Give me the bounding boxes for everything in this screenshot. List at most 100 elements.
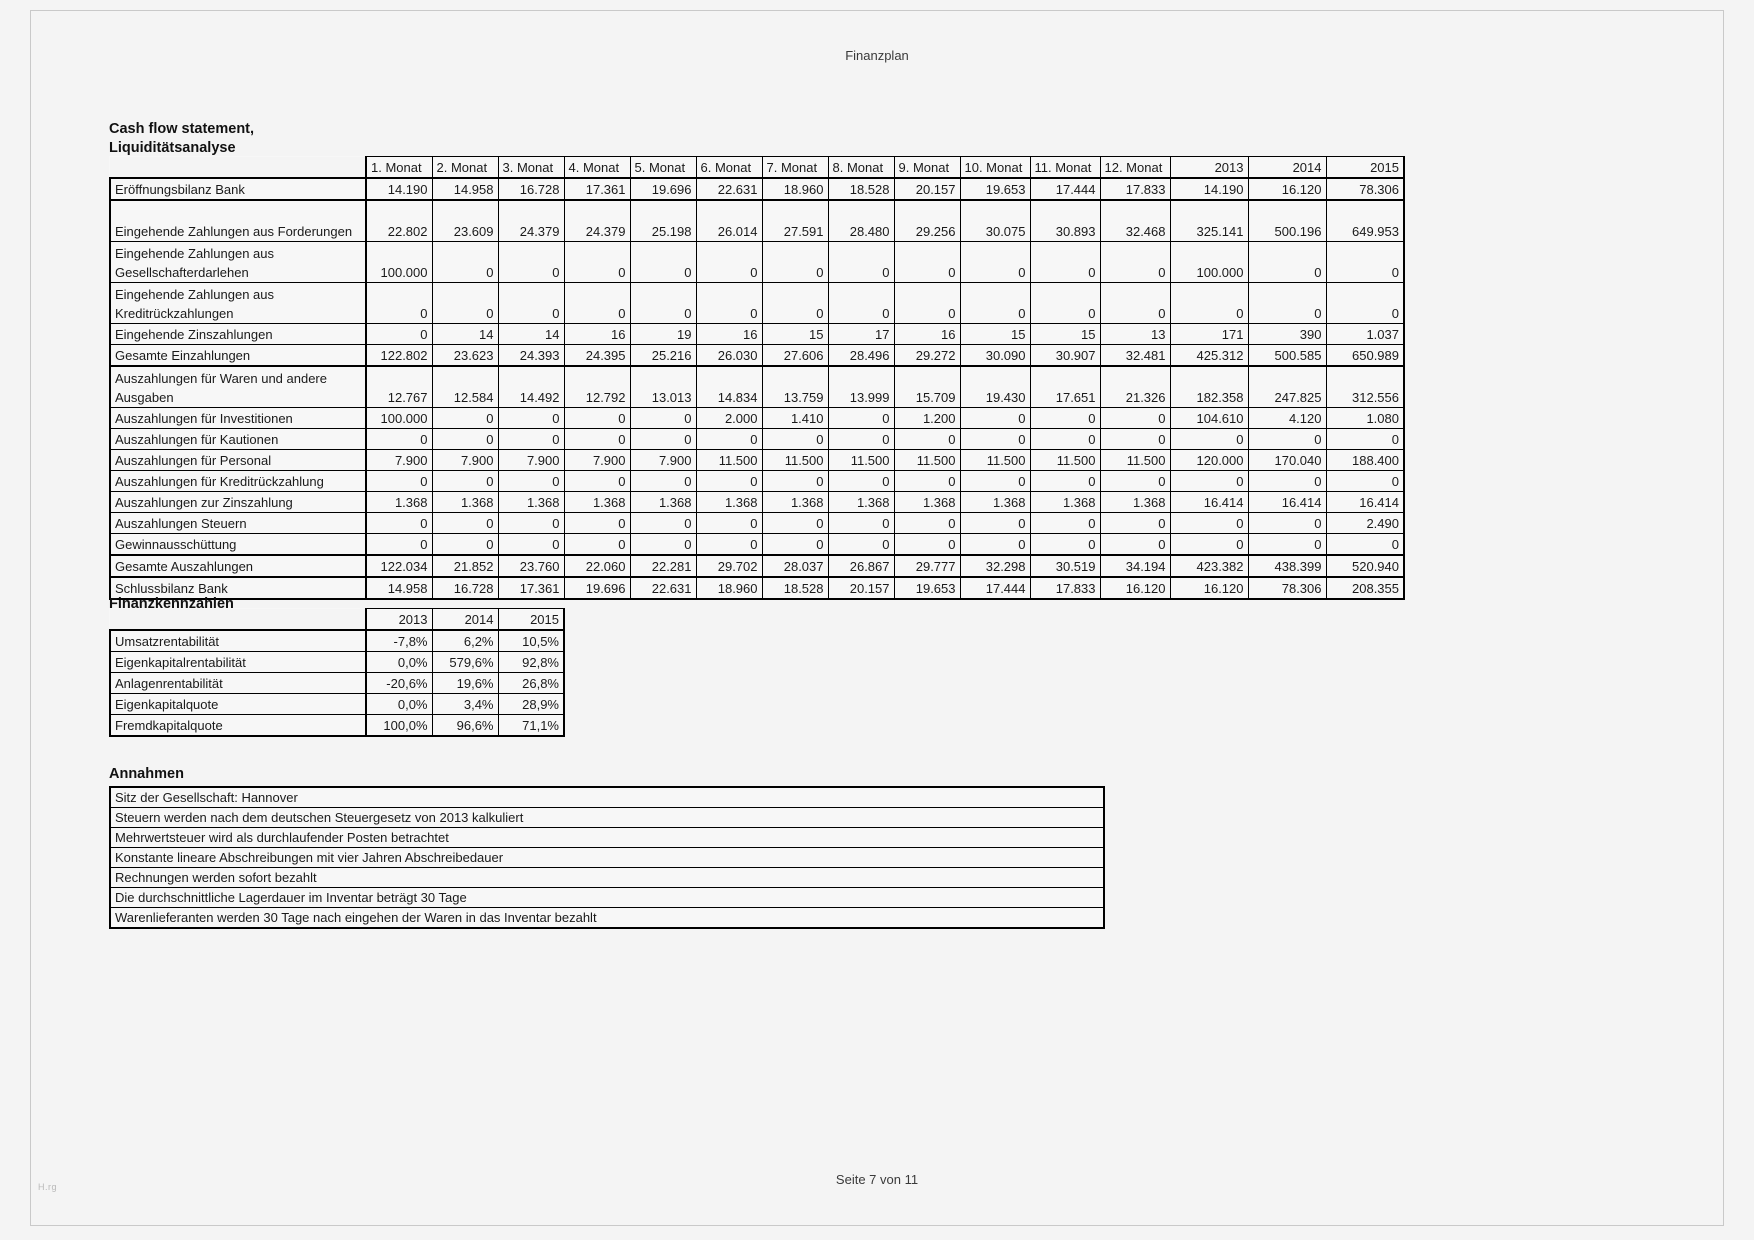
cashflow-cell[interactable]: 649.953 [1325,199,1405,242]
annahmen-item[interactable]: Sitz der Gesellschaft: Hannover [109,786,1105,808]
cashflow-cell[interactable]: 0 [497,512,565,534]
kennzahlen-cell[interactable]: 10,5% [497,629,565,652]
cashflow-row-label[interactable]: Eingehende Zinszahlungen [109,323,367,345]
cashflow-cell[interactable]: 29.777 [893,554,961,578]
cashflow-cell[interactable]: 21.852 [431,554,499,578]
cashflow-cell[interactable]: 0 [1247,512,1327,534]
cashflow-cell[interactable]: 22.281 [629,554,697,578]
cashflow-row-label[interactable]: Auszahlungen für Kautionen [109,428,367,450]
cashflow-cell[interactable]: 0 [431,428,499,450]
cashflow-cell[interactable]: 0 [695,428,763,450]
cashflow-cell[interactable]: 100.000 [365,241,433,283]
cashflow-cell[interactable]: 14.834 [695,365,763,408]
cashflow-cell[interactable]: 0 [1029,282,1101,324]
cashflow-cell[interactable]: 0 [1169,282,1249,324]
annahmen-item[interactable]: Rechnungen werden sofort bezahlt [109,867,1105,888]
cashflow-cell[interactable]: 0 [629,241,697,283]
cashflow-cell[interactable]: 0 [629,470,697,492]
cashflow-cell[interactable]: 17.444 [1029,177,1101,201]
cashflow-cell[interactable]: 17.361 [563,177,631,201]
cashflow-cell[interactable]: 0 [365,533,433,556]
cashflow-cell[interactable]: 0 [1247,533,1327,556]
cashflow-cell[interactable]: 14 [431,323,499,345]
cashflow-cell[interactable]: 0 [629,407,697,429]
cashflow-cell[interactable]: 14 [497,323,565,345]
cashflow-cell[interactable]: 0 [563,512,631,534]
cashflow-cell[interactable]: 0 [629,428,697,450]
cashflow-cell[interactable]: 13.759 [761,365,829,408]
kennzahlen-cell[interactable]: 0,0% [365,651,433,673]
cashflow-cell[interactable]: 14.958 [431,177,499,201]
cashflow-column-header[interactable]: 2013 [1169,156,1249,179]
cashflow-cell[interactable]: 29.272 [893,344,961,367]
cashflow-cell[interactable]: 1.037 [1325,323,1405,345]
cashflow-cell[interactable]: 188.400 [1325,449,1405,471]
cashflow-row-label[interactable]: Eingehende Zahlungen aus Kreditrückzahlu… [109,282,367,324]
cashflow-cell[interactable]: 0 [1247,428,1327,450]
cashflow-cell[interactable]: 0 [959,407,1031,429]
cashflow-cell[interactable]: 0 [1325,241,1405,283]
cashflow-cell[interactable]: 16.414 [1169,491,1249,513]
cashflow-cell[interactable]: 0 [563,407,631,429]
cashflow-cell[interactable]: 2.490 [1325,512,1405,534]
kennzahlen-cell[interactable]: 28,9% [497,693,565,715]
annahmen-row[interactable]: Rechnungen werden sofort bezahlt [109,867,1105,888]
cashflow-cell[interactable]: 0 [695,470,763,492]
cashflow-cell[interactable]: 1.368 [761,491,829,513]
cashflow-column-header[interactable]: 2014 [1247,156,1327,179]
cashflow-column-header[interactable]: 2. Monat [431,156,499,179]
cashflow-cell[interactable]: 0 [1099,428,1171,450]
cashflow-table-row[interactable]: Gewinnausschüttung 0 0 0 0 0 0 0 0 0 0 0 0 0 0 0 [109,533,1405,556]
cashflow-cell[interactable]: 15 [959,323,1031,345]
cashflow-column-header[interactable]: 8. Monat [827,156,895,179]
cashflow-cell[interactable]: 0 [761,470,829,492]
cashflow-cell[interactable]: 0 [497,470,565,492]
cashflow-cell[interactable]: 11.500 [959,449,1031,471]
cashflow-cell[interactable]: 16.728 [497,177,565,201]
cashflow-cell[interactable]: 7.900 [365,449,433,471]
cashflow-cell[interactable]: 16 [563,323,631,345]
cashflow-cell[interactable]: 0 [563,470,631,492]
cashflow-cell[interactable]: 0 [761,512,829,534]
annahmen-row[interactable]: Konstante lineare Abschreibungen mit vie… [109,847,1105,868]
cashflow-cell[interactable]: 14.958 [365,576,433,600]
cashflow-cell[interactable]: 1.368 [1099,491,1171,513]
cashflow-cell[interactable]: 11.500 [695,449,763,471]
cashflow-cell[interactable]: 19.696 [563,576,631,600]
cashflow-cell[interactable]: 20.157 [827,576,895,600]
cashflow-column-header[interactable]: 10. Monat [959,156,1031,179]
cashflow-cell[interactable]: 0 [695,512,763,534]
cashflow-cell[interactable]: 182.358 [1169,365,1249,408]
cashflow-cell[interactable]: 22.631 [695,177,763,201]
cashflow-cell[interactable]: 19.430 [959,365,1031,408]
cashflow-cell[interactable]: 78.306 [1325,177,1405,201]
cashflow-cell[interactable]: 425.312 [1169,344,1249,367]
cashflow-cell[interactable]: 0 [1029,241,1101,283]
cashflow-cell[interactable]: 0 [497,428,565,450]
cashflow-table-body[interactable]: Eröffnungsbilanz Bank 14.190 14.958 16.728 1… [109,177,1405,600]
cashflow-cell[interactable]: 1.368 [827,491,895,513]
cashflow-cell[interactable]: 0 [1099,533,1171,556]
cashflow-row-label[interactable]: Auszahlungen zur Zinszahlung [109,491,367,513]
cashflow-row-label[interactable]: Gesamte Auszahlungen [109,554,367,578]
cashflow-cell[interactable]: 0 [959,282,1031,324]
cashflow-cell[interactable]: 32.468 [1099,199,1171,242]
kennzahlen-cell[interactable]: 3,4% [431,693,499,715]
cashflow-cell[interactable]: 34.194 [1099,554,1171,578]
cashflow-table-row[interactable]: Eingehende Zahlungen aus Gesellschafterd… [109,241,1405,283]
cashflow-cell[interactable]: 171 [1169,323,1249,345]
kennzahlen-cell[interactable]: -20,6% [365,672,433,694]
cashflow-cell[interactable]: 0 [893,512,961,534]
cashflow-cell[interactable]: 0 [1325,470,1405,492]
cashflow-table-row[interactable]: Auszahlungen für Personal 7.900 7.900 7.900… [109,449,1405,471]
cashflow-cell[interactable]: 16.414 [1325,491,1405,513]
cashflow-cell[interactable]: 30.907 [1029,344,1101,367]
kennzahlen-cell[interactable]: 6,2% [431,629,499,652]
cashflow-cell[interactable]: 0 [365,470,433,492]
cashflow-cell[interactable]: 12.584 [431,365,499,408]
cashflow-cell[interactable]: 0 [1169,470,1249,492]
cashflow-cell[interactable]: 7.900 [563,449,631,471]
cashflow-cell[interactable]: 0 [695,533,763,556]
cashflow-cell[interactable]: 32.298 [959,554,1031,578]
cashflow-cell[interactable]: 0 [761,241,829,283]
